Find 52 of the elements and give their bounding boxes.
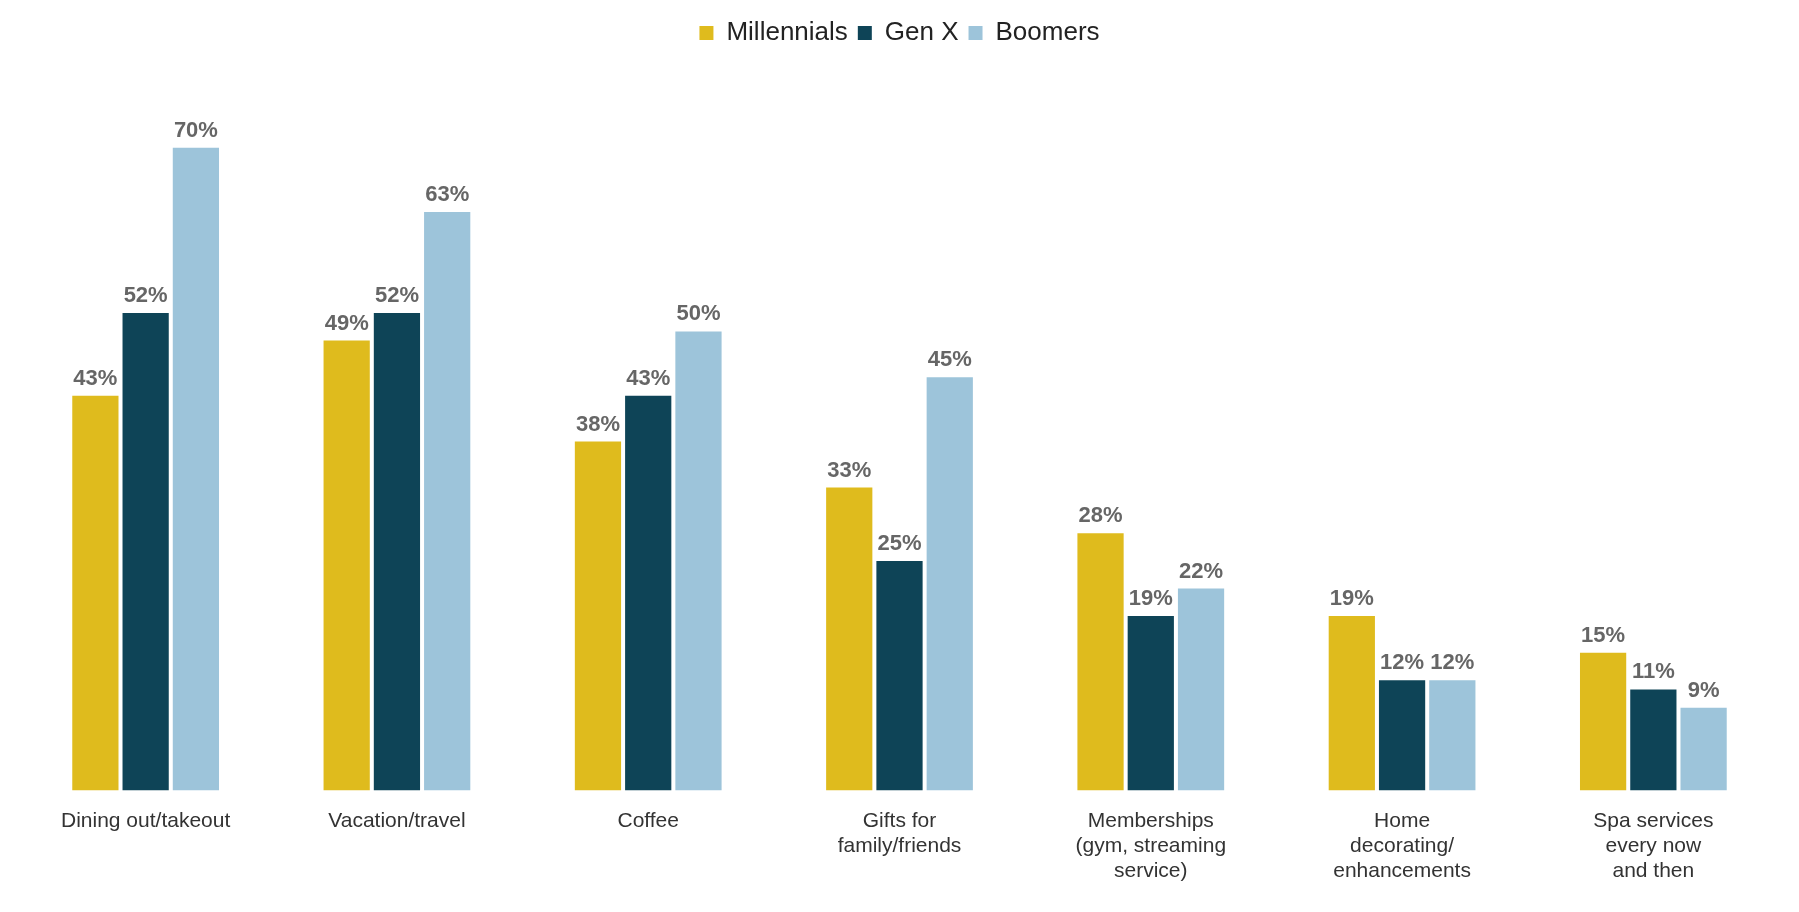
legend-label: Millennials [726,16,848,47]
bar [1127,615,1174,791]
bar [1077,533,1124,791]
bar [574,441,622,791]
x-tick-label: Home decorating/ enhancements [1333,807,1471,882]
bar [876,560,923,791]
data-label: 33% [827,456,872,482]
data-label: 12% [1430,649,1475,675]
bar [625,395,672,791]
bar [1429,680,1476,791]
data-label: 12% [1380,649,1425,675]
data-label: 15% [1581,621,1626,647]
bar [1378,680,1426,791]
x-tick-label: Gifts for family/friends [837,807,962,856]
bar [1579,652,1627,791]
legend-label: Boomers [995,16,1100,47]
bar [1680,707,1727,791]
bar [323,340,370,791]
bar [172,147,220,791]
data-label: 70% [173,116,218,142]
data-label: 38% [575,410,620,436]
data-label: 50% [676,300,721,326]
bar [373,313,421,791]
data-label: 52% [123,282,168,308]
data-label: 43% [626,364,671,390]
x-tick-label: Spa services every now and then [1593,807,1714,882]
bar [1177,588,1225,791]
data-label: 52% [374,282,419,308]
data-label: 22% [1179,557,1224,583]
data-label: 43% [73,364,118,390]
bar [122,313,169,791]
legend-label: Gen X [884,16,959,47]
data-label: 19% [1128,585,1173,611]
x-tick-label: Dining out/takeout [60,807,231,831]
x-tick-label: Memberships (gym, streaming service) [1075,807,1227,882]
bar [424,212,471,791]
data-label: 49% [324,309,369,335]
x-tick-label: Vacation/travel [328,807,466,831]
bar [926,377,973,791]
data-label: 25% [877,529,922,555]
bar [675,331,722,791]
bar [1328,615,1375,791]
data-label: 19% [1329,585,1374,611]
data-label: 63% [425,181,470,207]
bar [1630,689,1677,791]
bar [72,395,119,791]
data-label: 28% [1078,502,1123,528]
bar [826,487,873,791]
data-label: 45% [927,346,972,372]
data-label: 11% [1631,658,1675,684]
x-tick-label: Coffee [617,807,679,831]
data-label: 9% [1687,676,1720,702]
